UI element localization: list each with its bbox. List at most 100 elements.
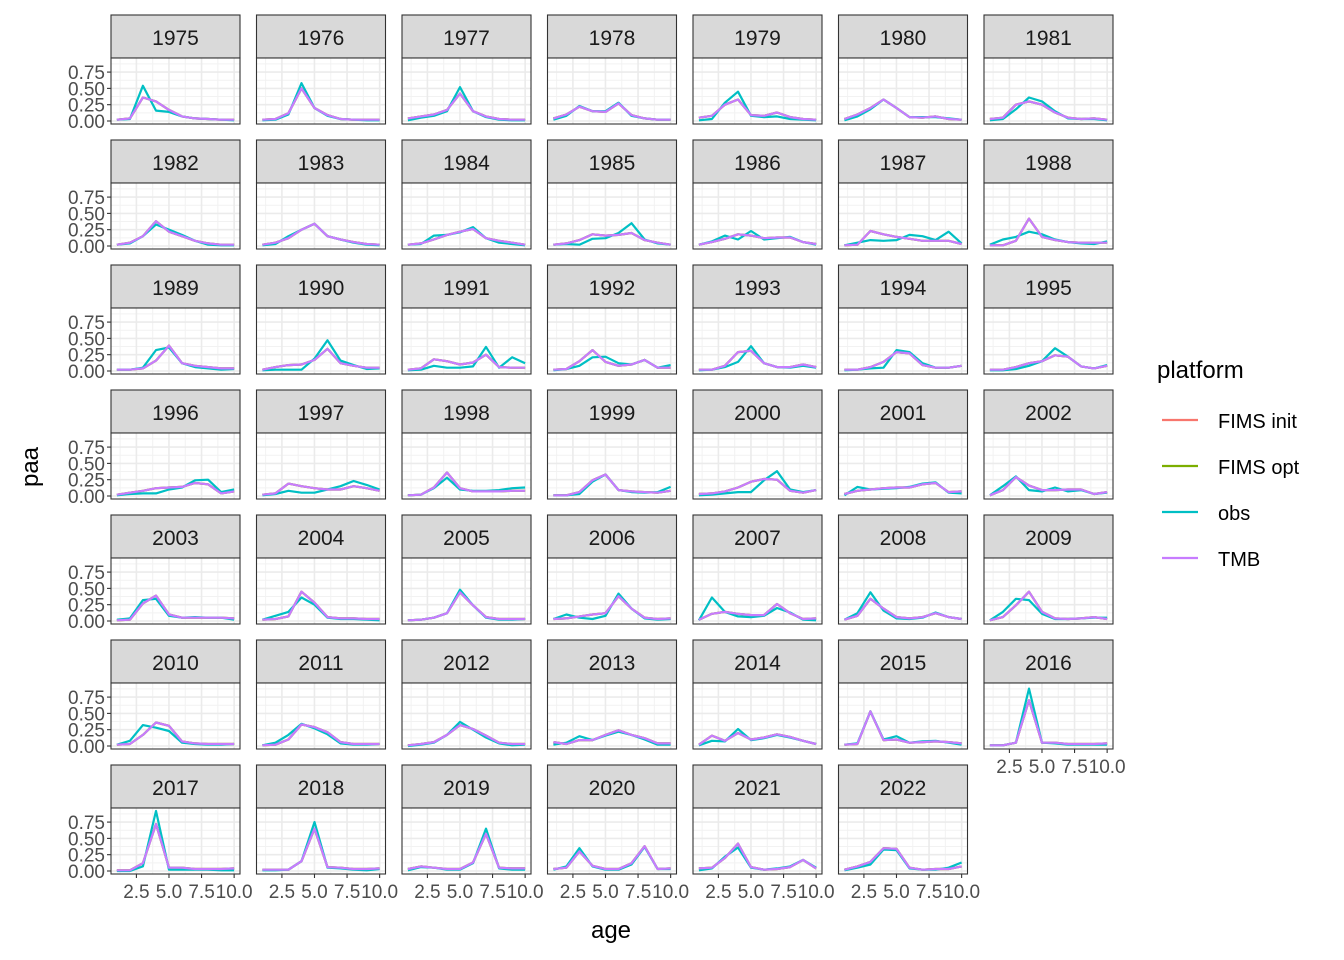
facet-strip-label: 1985 [589, 152, 636, 175]
facet-panel-2015: 2015 [837, 639, 969, 750]
facet-strip [692, 139, 823, 184]
series-line-tmb [262, 222, 380, 246]
panel-border [983, 57, 1114, 125]
series-line-tmb [116, 481, 235, 496]
series-line-tmb [262, 723, 380, 747]
facet-strip [255, 264, 387, 309]
panel-border [692, 307, 823, 375]
facet-panel-1999: 1999 [546, 389, 678, 500]
y-tick-label: 0.25 [68, 471, 105, 492]
panel-background [402, 683, 531, 749]
x-tick-label: 10.0 [216, 882, 253, 903]
facet-panel-1977: 1977 [401, 14, 532, 125]
facet-strip [837, 764, 969, 809]
panel-border [546, 557, 678, 625]
panel-border [546, 182, 678, 250]
series-line-tmb [989, 100, 1108, 121]
series-line-tmb [262, 482, 380, 496]
y-tick-label: 0.50 [68, 454, 105, 475]
x-tick-label: 10.0 [652, 882, 689, 903]
panel-background [984, 58, 1113, 124]
facet-strip-label: 2003 [152, 527, 199, 550]
facet-strip [546, 764, 678, 809]
y-tick-label: 0.75 [68, 688, 105, 709]
panel-border [837, 307, 969, 375]
facet-panel-2006: 2006 [546, 514, 678, 625]
panel-border [983, 182, 1114, 250]
panel-border [837, 182, 969, 250]
facet-panel-2001: 2001 [837, 389, 969, 500]
legend-label: FIMS opt [1218, 457, 1300, 479]
panel-border [692, 182, 823, 250]
y-tick-label: 0.25 [68, 96, 105, 117]
series-line-tmb [553, 473, 671, 497]
y-tick-label: 0.00 [68, 487, 105, 508]
panel-border [401, 682, 532, 750]
facet-panel-2019: 2019 2.5 5.0 7.5 10.0 [401, 764, 544, 903]
facet-panel-2004: 2004 [255, 514, 387, 625]
facet-strip-label: 2020 [589, 777, 636, 800]
panel-border [255, 307, 387, 375]
y-tick-label: 0.25 [68, 596, 105, 617]
facet-strip-label: 1990 [298, 277, 345, 300]
panel-background [256, 58, 386, 124]
series-line-tmb [407, 353, 526, 371]
facet-strip-label: 2009 [1025, 527, 1072, 550]
panel-border [401, 307, 532, 375]
y-tick-label: 0.00 [68, 112, 105, 133]
facet-strip-label: 2017 [152, 777, 199, 800]
facet-panel-1997: 1997 [255, 389, 387, 500]
facet-strip-label: 1994 [880, 277, 927, 300]
y-tick-label: 0.75 [68, 438, 105, 459]
series-line-tmb [989, 354, 1108, 371]
facet-strip-label: 2018 [298, 777, 345, 800]
facet-strip-label: 1979 [734, 27, 781, 50]
panel-border [837, 57, 969, 125]
legend-item-fims-opt: FIMS opt [1162, 457, 1300, 479]
panel-border [692, 432, 823, 500]
facet-strip [255, 639, 387, 684]
facet-strip-label: 2015 [880, 652, 927, 675]
x-tick-label: 7.5 [334, 882, 360, 903]
series-line-tmb [116, 220, 235, 246]
legend-item-tmb: TMB [1162, 549, 1260, 571]
facet-strip-label: 2006 [589, 527, 636, 550]
facet-strip-label: 1992 [589, 277, 636, 300]
facet-strip [255, 139, 387, 184]
facet-strip [401, 264, 532, 309]
panel-border [110, 807, 241, 875]
series-line-tmb [407, 832, 526, 871]
x-tick-label: 5.0 [592, 882, 618, 903]
facet-strip-label: 1993 [734, 277, 781, 300]
y-tick-label: 0.00 [68, 862, 105, 883]
x-tick-label: 10.0 [798, 882, 835, 903]
facet-strip [983, 264, 1114, 309]
facet-strip-label: 2002 [1025, 402, 1072, 425]
facet-strip-label: 2007 [734, 527, 781, 550]
facet-strip [401, 639, 532, 684]
series-line-tmb [553, 231, 671, 246]
facet-strip-label: 2001 [880, 402, 927, 425]
facet-strip [692, 14, 823, 59]
series-line-tmb [844, 351, 962, 371]
facet-strip-label: 1986 [734, 152, 781, 175]
legend: platform FIMS init FIMS opt obs TMB [1157, 357, 1300, 571]
facet-strip-label: 1977 [443, 27, 490, 50]
x-tick-label: 5.0 [447, 882, 473, 903]
panel-background [838, 183, 968, 249]
panel-background [111, 308, 240, 374]
facet-strip [110, 764, 241, 809]
panel-border [546, 307, 678, 375]
panel-background [693, 433, 822, 499]
facet-strip [255, 14, 387, 59]
x-tick-label: 5.0 [156, 882, 182, 903]
facet-strip-label: 1978 [589, 27, 636, 50]
series-line-tmb [262, 827, 380, 871]
facet-panel-2020: 2020 2.5 5.0 7.5 10.0 [546, 764, 689, 903]
facet-strip [110, 514, 241, 559]
panel-background [547, 183, 677, 249]
y-tick-label: 0.00 [68, 237, 105, 258]
series-line-tmb [116, 344, 235, 371]
panel-border [837, 432, 969, 500]
facet-strip [546, 139, 678, 184]
